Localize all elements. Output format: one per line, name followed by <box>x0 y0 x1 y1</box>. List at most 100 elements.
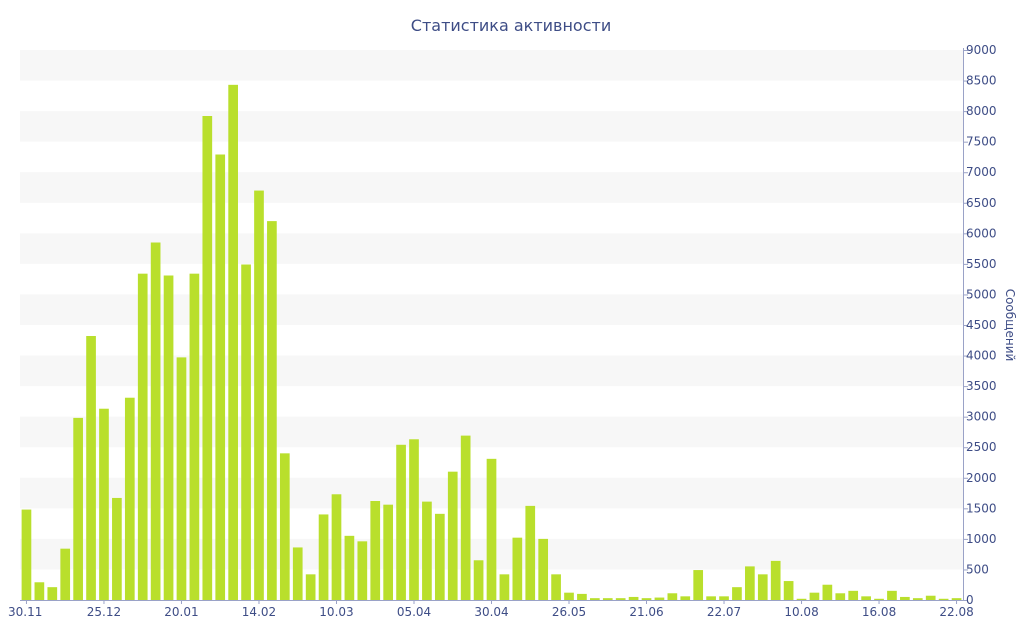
bar[interactable] <box>551 574 561 600</box>
bar[interactable] <box>745 566 755 600</box>
bar[interactable] <box>706 596 716 600</box>
bar[interactable] <box>602 598 613 600</box>
bar[interactable] <box>938 598 949 600</box>
bar[interactable] <box>460 435 471 600</box>
bar[interactable] <box>564 592 574 600</box>
x-tick-label: 14.02 <box>242 605 276 619</box>
y-tick-label: 6500 <box>966 196 997 210</box>
bar[interactable] <box>73 417 83 600</box>
bar[interactable] <box>628 596 639 600</box>
bar[interactable] <box>848 590 859 600</box>
bar[interactable] <box>357 541 368 600</box>
x-tick-label: 30.11 <box>8 605 42 619</box>
y-tick-label: 1000 <box>966 532 997 546</box>
y-tick-label: 3000 <box>966 410 997 424</box>
bar[interactable] <box>434 513 445 600</box>
y-tick-label: 3500 <box>966 379 997 393</box>
bar[interactable] <box>396 444 406 600</box>
bar[interactable] <box>318 514 329 600</box>
y-tick-labels: 0 500 1000 1500 2000 2500 3000 3500 4000 4500 5000… <box>966 43 997 607</box>
bar[interactable] <box>525 505 536 600</box>
y-tick-label: 7000 <box>966 165 997 179</box>
bar[interactable] <box>912 598 923 600</box>
bar[interactable] <box>112 497 122 600</box>
bar[interactable] <box>163 275 174 601</box>
bar[interactable] <box>370 501 381 600</box>
bar[interactable] <box>254 190 264 600</box>
y-tick-label: 6000 <box>966 226 997 240</box>
x-tick-label: 25.12 <box>87 605 121 619</box>
bar[interactable] <box>667 593 678 600</box>
bar[interactable] <box>770 560 781 600</box>
bar[interactable] <box>279 453 290 600</box>
y-tick-label: 4000 <box>966 349 997 363</box>
x-tick-label: 30.04 <box>474 605 508 619</box>
y-tick-label: 2500 <box>966 440 997 454</box>
bar[interactable] <box>60 548 71 600</box>
bar[interactable] <box>835 593 846 600</box>
bar[interactable] <box>99 408 109 600</box>
y-axis-title: Сообщений <box>1003 289 1017 362</box>
bar[interactable] <box>641 598 652 600</box>
bar[interactable] <box>512 537 523 600</box>
bar[interactable] <box>189 273 200 600</box>
chart-title: Статистика активности <box>411 16 611 35</box>
bar[interactable] <box>305 574 316 600</box>
x-tick-label: 22.08 <box>939 605 973 619</box>
bar[interactable] <box>447 471 458 600</box>
bar[interactable] <box>176 357 187 600</box>
bar[interactable] <box>486 458 497 600</box>
bar[interactable] <box>241 264 251 601</box>
bar[interactable] <box>887 590 897 600</box>
grid-band <box>20 416 963 448</box>
bar[interactable] <box>874 598 884 600</box>
bar[interactable] <box>292 547 303 600</box>
x-tick-label: 22.07 <box>707 605 741 619</box>
bar[interactable] <box>693 570 704 600</box>
bar[interactable] <box>124 397 135 600</box>
x-tick-labels: 30.11 25.12 20.01 14.02 10.03 05.04 30.04 26.05… <box>8 605 974 619</box>
bar[interactable] <box>900 596 910 600</box>
bar[interactable] <box>228 84 238 600</box>
bar[interactable] <box>344 535 355 600</box>
bar[interactable] <box>331 494 342 600</box>
bar[interactable] <box>925 595 936 600</box>
bar[interactable] <box>202 116 213 600</box>
bar[interactable] <box>422 501 432 600</box>
bar[interactable] <box>473 560 484 600</box>
bar[interactable] <box>783 581 794 600</box>
grid-band <box>20 111 963 142</box>
bar[interactable] <box>951 598 962 600</box>
bar[interactable] <box>590 598 600 600</box>
bar[interactable] <box>538 538 549 600</box>
bar[interactable] <box>86 336 96 600</box>
bar[interactable] <box>383 504 393 600</box>
bar[interactable] <box>861 596 871 600</box>
bar[interactable] <box>150 242 161 601</box>
x-tick-label: 05.04 <box>397 605 431 619</box>
bar[interactable] <box>34 582 45 600</box>
bar[interactable] <box>757 574 768 600</box>
bar[interactable] <box>796 598 807 600</box>
bar[interactable] <box>47 587 58 600</box>
bar[interactable] <box>615 598 626 600</box>
bar[interactable] <box>215 154 226 601</box>
y-tick-label: 5500 <box>966 257 997 271</box>
bar[interactable] <box>809 592 820 600</box>
bar[interactable] <box>732 587 742 600</box>
bar[interactable] <box>654 597 665 600</box>
y-tick-label: 1500 <box>966 501 997 515</box>
bar[interactable] <box>822 584 833 600</box>
grid-band <box>20 233 963 264</box>
bar[interactable] <box>267 221 277 601</box>
bar[interactable] <box>680 596 691 600</box>
bar[interactable] <box>21 509 32 600</box>
y-tick-label: 8000 <box>966 104 997 118</box>
bar[interactable] <box>719 596 729 600</box>
bar[interactable] <box>409 439 419 600</box>
bar[interactable] <box>577 593 587 600</box>
bar[interactable] <box>137 273 148 600</box>
bar[interactable] <box>499 574 510 600</box>
y-tick-label: 7500 <box>966 135 997 149</box>
